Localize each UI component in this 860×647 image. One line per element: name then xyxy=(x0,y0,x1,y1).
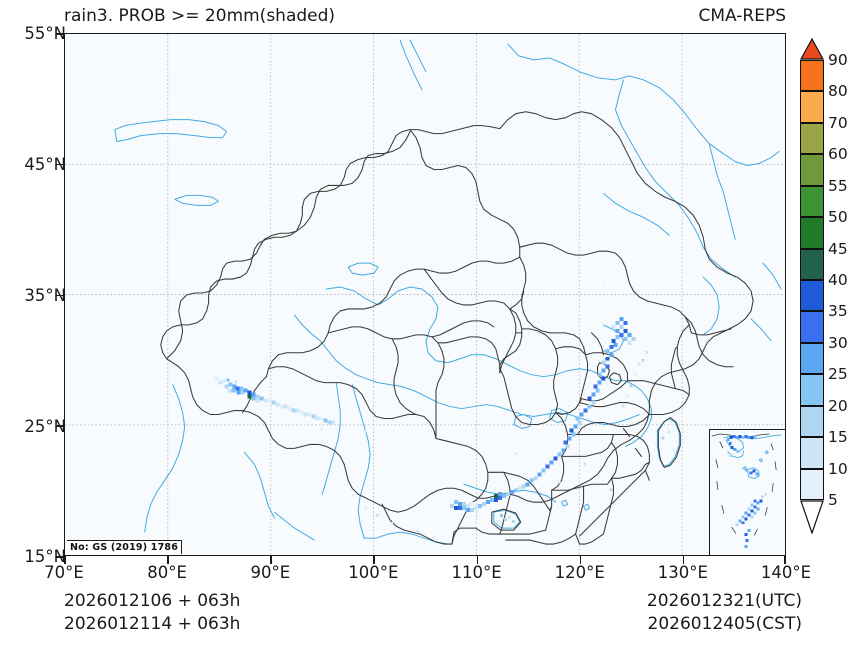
colorbar-tick-80: 80 xyxy=(828,82,848,101)
colorbar-band-70-80 xyxy=(800,91,824,123)
x-tick-mark xyxy=(270,556,272,564)
colorbar-tick-45: 45 xyxy=(828,239,848,258)
inset-shading xyxy=(726,434,767,549)
colorbar-band-50-55 xyxy=(800,185,824,218)
south-china-sea-inset[interactable] xyxy=(709,429,785,555)
y-tick-label-45: 45°N xyxy=(24,155,66,174)
y-tick-mark xyxy=(56,33,64,35)
x-tick-label-100: 100°E xyxy=(348,563,399,582)
y-tick-mark xyxy=(56,556,64,558)
map-attribution: No: GS (2019) 1786 xyxy=(67,540,183,554)
x-tick-label-70: 70°E xyxy=(44,563,84,582)
map-canvas xyxy=(65,34,785,555)
footer-init-time-cst: 2026012114 + 063h xyxy=(64,614,241,634)
colorbar-under-arrow xyxy=(800,500,824,534)
footer-valid-time-utc: 2026012321(UTC) xyxy=(646,591,802,611)
probability-shading-layer xyxy=(214,285,675,540)
y-tick-mark xyxy=(56,294,64,297)
nine-dash-line-layer xyxy=(622,427,650,481)
inset-canvas xyxy=(711,433,782,549)
administrative-borders-layer xyxy=(160,111,754,545)
hydrography-layer xyxy=(114,39,782,545)
y-tick-label-35: 35°N xyxy=(24,286,66,305)
colorbar-band-35-40 xyxy=(800,280,824,312)
x-tick-mark xyxy=(784,556,786,564)
colorbar-tick-50: 50 xyxy=(828,208,848,227)
shading-taiwan-strait xyxy=(557,350,675,492)
colorbar-band-40-45 xyxy=(800,248,824,280)
x-tick-mark xyxy=(682,556,685,564)
colorbar-tick-60: 60 xyxy=(828,145,848,164)
footer-init-time-utc: 2026012106 + 063h xyxy=(64,591,241,611)
colorbar-band-30-35 xyxy=(800,311,824,343)
page-title: rain3. PROB >= 20mm(shaded) xyxy=(64,6,336,26)
colorbar-tick-90: 90 xyxy=(828,51,848,69)
colorbar-tick-5: 5 xyxy=(828,491,838,509)
colorbar-band-45-50 xyxy=(800,217,824,249)
colorbar-tick-10: 10 xyxy=(828,459,848,478)
shading-southeast-coast xyxy=(449,316,636,513)
colorbar-band-55-60 xyxy=(800,154,824,186)
y-tick-label-25: 25°N xyxy=(24,417,66,436)
colorbar[interactable]: 90 80 70 60 55 50 45 40 35 30 25 20 15 1… xyxy=(800,38,848,534)
model-label: CMA-REPS xyxy=(698,6,786,26)
colorbar-tick-55: 55 xyxy=(828,176,848,195)
colorbar-tick-20: 20 xyxy=(828,396,848,415)
x-tick-label-110: 110°E xyxy=(451,563,502,582)
x-tick-label-120: 120°E xyxy=(554,563,605,582)
x-tick-label-130: 130°E xyxy=(657,563,708,582)
x-tick-mark xyxy=(64,556,66,564)
shading-south-scatter xyxy=(352,494,435,540)
x-tick-label-90: 90°E xyxy=(250,563,291,582)
colorbar-band-5-10 xyxy=(800,468,824,500)
x-tick-label-80: 80°E xyxy=(147,563,187,582)
shading-himalaya xyxy=(214,376,336,425)
colorbar-tick-15: 15 xyxy=(828,428,848,447)
y-tick-mark xyxy=(56,425,64,427)
y-tick-label-15: 15°N xyxy=(24,547,66,566)
y-tick-mark xyxy=(56,163,64,166)
colorbar-over-arrow xyxy=(800,38,824,60)
x-tick-mark xyxy=(476,556,479,564)
colorbar-tick-40: 40 xyxy=(828,271,848,289)
y-tick-label-55: 55°N xyxy=(24,24,66,43)
colorbar-tick-70: 70 xyxy=(828,113,848,132)
colorbar-tick-35: 35 xyxy=(828,302,848,321)
x-tick-mark xyxy=(373,556,375,564)
colorbar-tick-30: 30 xyxy=(828,333,848,352)
shading-inland-specks xyxy=(320,285,606,455)
shading-hainan xyxy=(495,514,515,524)
colorbar-band-20-25 xyxy=(800,374,824,406)
x-tick-mark xyxy=(167,556,169,564)
colorbar-band-25-30 xyxy=(800,342,824,375)
footer-valid-time-cst: 2026012405(CST) xyxy=(647,614,802,634)
colorbar-band-80-90 xyxy=(800,60,824,92)
colorbar-tick-25: 25 xyxy=(828,365,848,384)
map-plot-area[interactable]: No: GS (2019) 1786 xyxy=(64,33,786,556)
colorbar-band-15-20 xyxy=(800,405,824,438)
colorbar-band-10-15 xyxy=(800,437,824,469)
colorbar-band-60-70 xyxy=(800,122,824,155)
gridlines xyxy=(65,34,785,555)
x-tick-mark xyxy=(579,556,582,564)
x-tick-label-140: 140°E xyxy=(760,563,812,582)
